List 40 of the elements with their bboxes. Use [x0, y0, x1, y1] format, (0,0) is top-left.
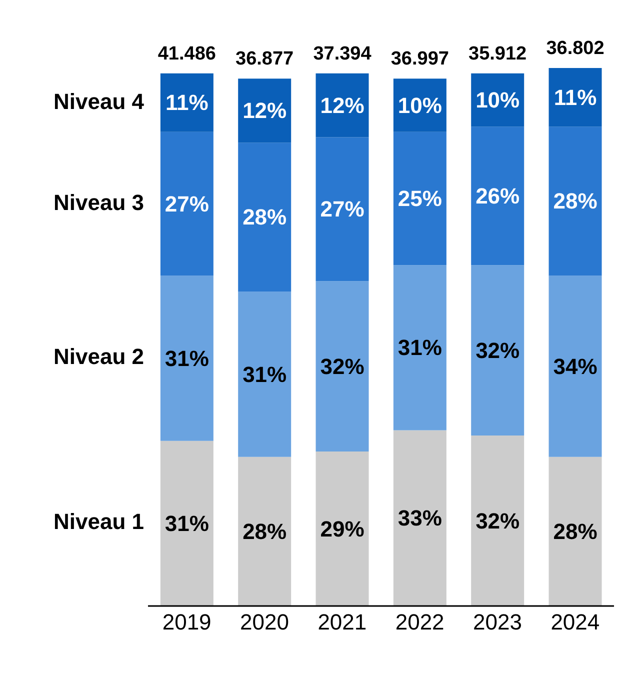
data-label: 11% — [554, 84, 597, 110]
data-label: 29% — [320, 516, 364, 542]
data-label: 32% — [476, 508, 520, 534]
data-label: 28% — [553, 188, 598, 214]
data-label: 11% — [166, 90, 208, 116]
x-tick-label: 2024 — [550, 610, 600, 635]
text: 35.912 — [468, 43, 527, 64]
data-label: 25% — [398, 186, 442, 212]
x-tick-label: 2020 — [240, 610, 289, 635]
data-label: 10% — [476, 87, 520, 112]
data-label: 12% — [320, 92, 364, 118]
text: 41.486 — [158, 43, 216, 64]
data-label: 28% — [242, 518, 287, 544]
data-label: 34% — [553, 354, 598, 379]
data-label: 31% — [164, 510, 209, 536]
series-label: Niveau 4 — [54, 88, 144, 115]
text: 36.802 — [546, 38, 604, 59]
annotation: 36.877 — [236, 48, 294, 70]
series-label: Niveau 1 — [54, 509, 144, 536]
x-tick-label: 2021 — [318, 610, 367, 635]
data-label: 12% — [242, 98, 287, 124]
x-tick-label: 2019 — [162, 610, 212, 635]
x-tick-label: 2023 — [473, 610, 522, 635]
data-label: 31% — [398, 335, 442, 360]
data-label: 28% — [553, 518, 598, 544]
data-label: 31% — [242, 362, 287, 387]
annotation: 36.997 — [390, 48, 449, 70]
data-label: 33% — [398, 506, 442, 531]
series-label: Niveau 3 — [54, 190, 144, 216]
data-label: 31% — [164, 346, 209, 371]
series-label: Niveau 2 — [54, 344, 144, 370]
data-label: 26% — [476, 183, 520, 208]
x-tick-label: 2022 — [395, 610, 444, 635]
data-label: 27% — [164, 191, 209, 216]
data-label: 27% — [320, 196, 364, 222]
data-label: 10% — [398, 92, 442, 118]
data-label: 32% — [320, 354, 364, 379]
data-label: 28% — [242, 204, 287, 230]
text: 37.394 — [313, 43, 372, 64]
data-label: 32% — [476, 338, 520, 363]
